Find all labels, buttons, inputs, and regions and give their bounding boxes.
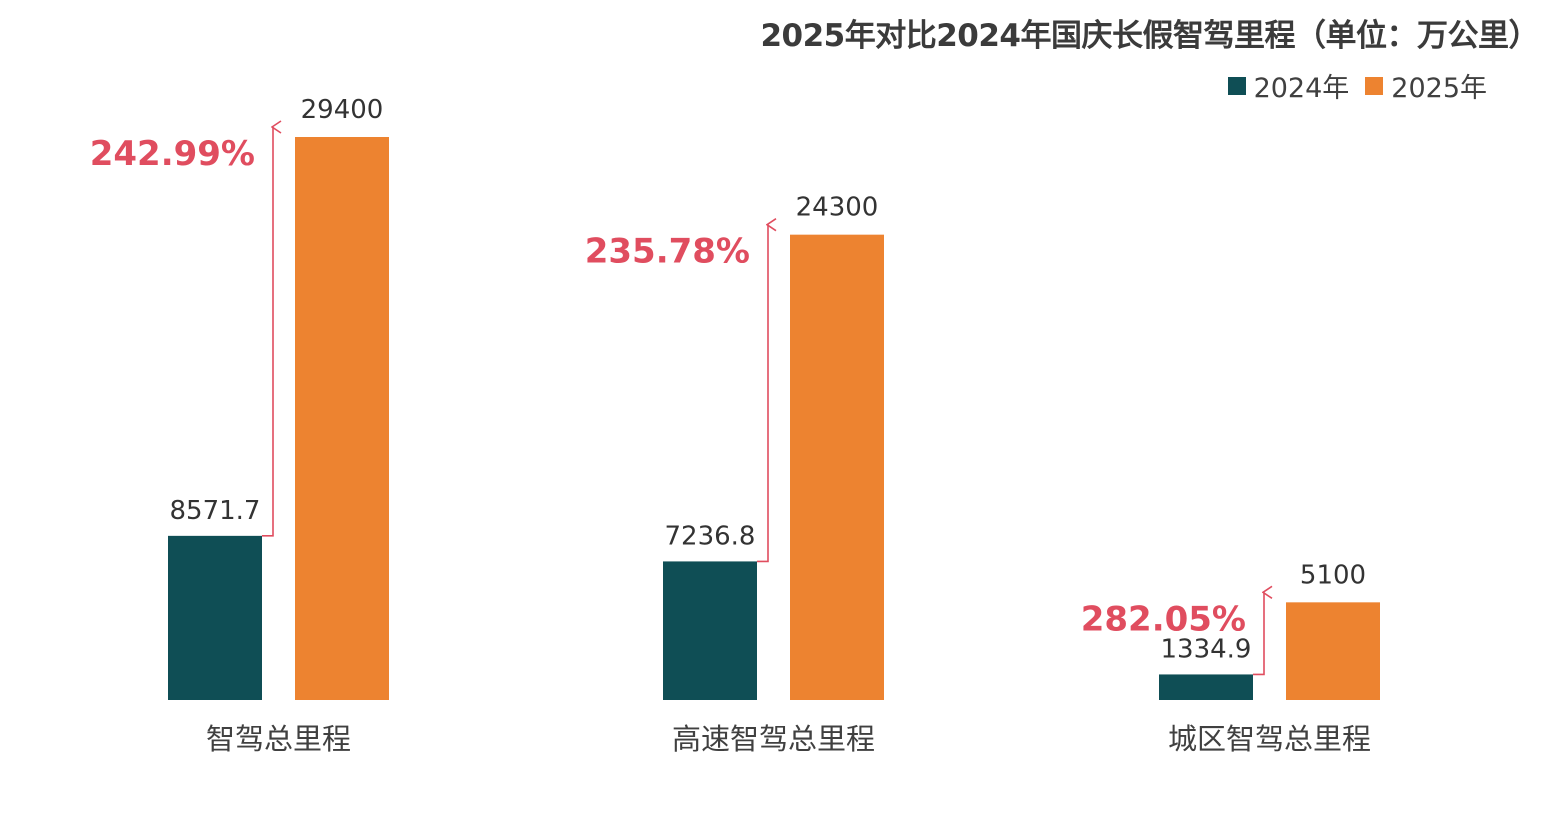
growth-label-0: 242.99%	[90, 134, 255, 174]
bar-2024-2	[1159, 674, 1253, 700]
value-label-2025-0: 29400	[301, 95, 384, 125]
category-label-1: 高速智驾总里程	[672, 722, 875, 756]
category-label-0: 智驾总里程	[206, 722, 351, 756]
value-label-2024-1: 7236.8	[665, 521, 756, 551]
legend-swatch-2025	[1365, 76, 1384, 95]
legend-item-2024: 2024年	[1227, 66, 1350, 105]
chart-title: 2025年对比2024年国庆长假智驾里程（单位：万公里）	[760, 18, 1539, 54]
legend-swatch-2024	[1227, 76, 1246, 95]
value-label-2024-2: 1334.9	[1161, 634, 1252, 664]
growth-arrow-1	[757, 225, 768, 563]
growth-label-2: 282.05%	[1081, 599, 1246, 639]
value-label-2025-2: 5100	[1300, 560, 1366, 590]
legend-label-2024: 2024年	[1253, 73, 1350, 104]
legend-label-2025: 2025年	[1391, 73, 1487, 104]
value-label-2025-1: 24300	[796, 193, 879, 223]
category-label-2: 城区智驾总里程	[1168, 722, 1371, 756]
legend: 2024年 2025年	[1227, 66, 1487, 105]
legend-item-2025: 2025年	[1365, 66, 1487, 105]
bar-2024-1	[663, 561, 757, 700]
bar-2025-2	[1286, 602, 1380, 700]
bar-2024-0	[168, 535, 262, 700]
bar-2025-0	[295, 137, 389, 700]
bar-2025-1	[790, 234, 884, 700]
growth-arrow-0	[262, 127, 273, 537]
growth-label-1: 235.78%	[585, 232, 750, 272]
growth-arrow-2	[1253, 592, 1264, 676]
value-label-2024-0: 8571.7	[170, 496, 261, 526]
